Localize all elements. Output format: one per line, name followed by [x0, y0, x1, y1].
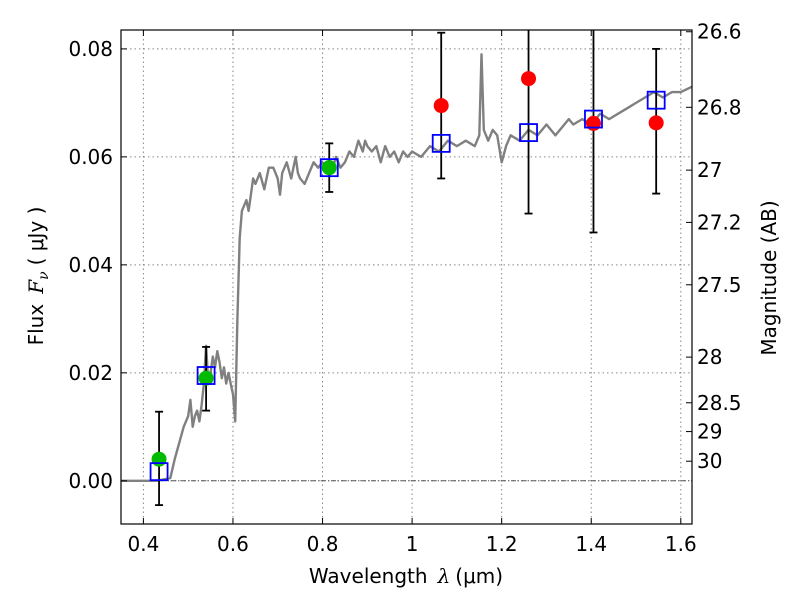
blue-square-point: [196, 366, 216, 385]
y-tick-label: 0.00: [68, 469, 113, 493]
magnitude-axis-label: Magnitude (AB): [757, 200, 781, 355]
x-axis-ticks: 0.4 0.6 0.8 1 1.2 1.4 1.6: [127, 30, 697, 556]
x-tick-label: 1.6: [665, 532, 697, 556]
y-tick-label: 0.08: [68, 37, 113, 61]
red-point: [433, 98, 449, 114]
blue-square-point: [584, 109, 603, 129]
red-point: [585, 115, 601, 131]
magnitude-tick-label: 26.8: [697, 95, 742, 119]
magnitude-tick-label: 27.2: [697, 210, 742, 234]
x-axis-label: Wavelength λ (μm): [309, 564, 503, 588]
red-point: [648, 115, 664, 131]
x-tick-label: 1.4: [575, 532, 607, 556]
plot-frame: [120, 29, 693, 525]
red-points: [433, 71, 664, 131]
magnitude-tick-label: 29: [697, 420, 722, 444]
y-axis-label: FluxFν( μJy ): [24, 207, 52, 346]
y-tick-label: 0.06: [68, 145, 113, 169]
magnitude-tick-label: 27.5: [697, 273, 742, 297]
magnitude-tick-label: 30: [697, 449, 722, 473]
green-point: [321, 160, 337, 176]
blue-square-point: [646, 90, 666, 110]
magnitude-tick-label: 26.6: [697, 20, 742, 44]
x-tick-label: 1.2: [486, 532, 518, 556]
x-tick-label: 0.4: [127, 532, 159, 556]
x-tick-label: 0.6: [217, 532, 249, 556]
green-point: [151, 451, 167, 467]
blue-square-point: [519, 123, 538, 142]
blue-square-point: [431, 133, 451, 153]
model-spectrum-line: [121, 53, 693, 482]
magnitude-tick-label: 27: [697, 158, 722, 182]
green-point: [198, 370, 214, 386]
magnitude-tick-label: 28: [697, 345, 722, 369]
error-bars: [155, 30, 661, 507]
magnitude-tick-label: 28.5: [697, 391, 742, 415]
grid-lines: [121, 30, 692, 524]
x-tick-label: 0.8: [307, 532, 339, 556]
y-tick-label: 0.04: [68, 253, 113, 277]
blue-square-point: [149, 462, 169, 482]
y-tick-label: 0.02: [68, 361, 113, 385]
red-point: [521, 71, 537, 87]
y-axis-ticks: 0.00 0.02 0.04 0.06 0.08: [68, 37, 127, 493]
blue-square-point: [319, 158, 339, 178]
blue-squares: [149, 90, 666, 482]
x-tick-label: 1: [406, 532, 419, 556]
model-spectrum: [121, 53, 693, 482]
magnitude-axis-ticks: 26.6 26.8 27 27.2 27.5 28 28.5 29 30: [686, 20, 742, 473]
